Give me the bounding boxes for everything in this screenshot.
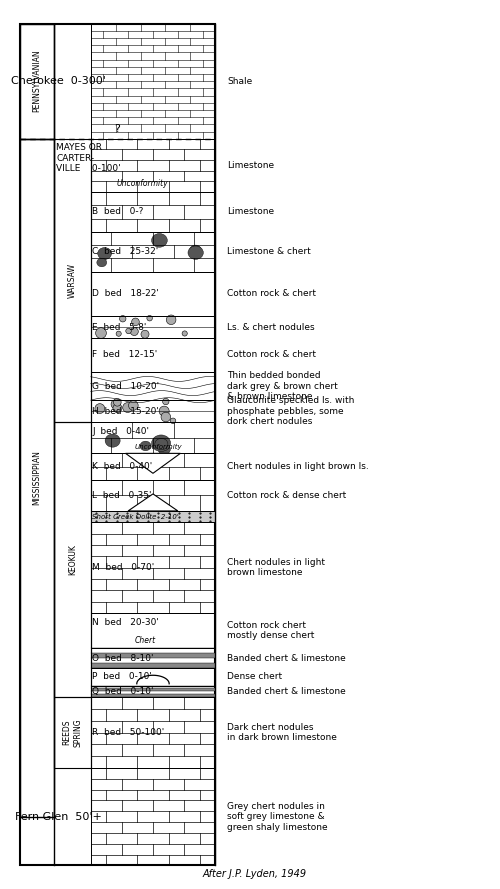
Text: Shale: Shale xyxy=(228,76,252,85)
Bar xyxy=(54,697,90,768)
Text: PENNSYLVANIAN: PENNSYLVANIAN xyxy=(32,50,42,113)
Text: Chert nodules in light brown ls.: Chert nodules in light brown ls. xyxy=(228,462,369,471)
Ellipse shape xyxy=(120,316,126,322)
Ellipse shape xyxy=(132,318,140,325)
Text: H  bed   15-20': H bed 15-20' xyxy=(92,407,159,416)
Text: Chert: Chert xyxy=(134,636,156,645)
Ellipse shape xyxy=(98,247,112,260)
Text: Banded chert & limestone: Banded chert & limestone xyxy=(228,687,346,696)
Text: Cotton rock & chert: Cotton rock & chert xyxy=(228,350,316,359)
Ellipse shape xyxy=(122,403,132,412)
Ellipse shape xyxy=(190,245,202,255)
Ellipse shape xyxy=(97,258,106,267)
Ellipse shape xyxy=(159,406,169,416)
Text: Dark chert nodules
in dark brown limestone: Dark chert nodules in dark brown limesto… xyxy=(228,723,338,742)
Text: Cotton rock chert
mostly dense chert: Cotton rock chert mostly dense chert xyxy=(228,621,315,640)
Ellipse shape xyxy=(114,398,121,406)
Text: Limestone: Limestone xyxy=(228,207,274,216)
Text: M  bed   0-70': M bed 0-70' xyxy=(92,564,154,573)
Ellipse shape xyxy=(155,438,168,450)
Ellipse shape xyxy=(170,418,176,423)
Text: KEOKUK: KEOKUK xyxy=(68,544,77,575)
Text: Ls. & chert nodules: Ls. & chert nodules xyxy=(228,323,315,332)
Text: C  bed   25-32': C bed 25-32' xyxy=(92,247,158,256)
Text: Glauconite speckled ls. with
phosphate pebbles, some
dork chert nodules: Glauconite speckled ls. with phosphate p… xyxy=(228,396,355,426)
Text: REEDS
SPRING: REEDS SPRING xyxy=(62,718,82,747)
Ellipse shape xyxy=(116,331,121,336)
Ellipse shape xyxy=(140,441,151,451)
Text: WARSAW: WARSAW xyxy=(68,263,77,298)
Text: Cotton rock & dense chert: Cotton rock & dense chert xyxy=(228,491,346,500)
Ellipse shape xyxy=(162,398,169,404)
Ellipse shape xyxy=(95,404,105,413)
Text: L  bed   0-35': L bed 0-35' xyxy=(92,491,152,500)
Ellipse shape xyxy=(152,435,171,452)
Ellipse shape xyxy=(158,444,170,454)
Ellipse shape xyxy=(96,328,106,339)
Bar xyxy=(90,511,216,523)
Text: Banded chert & limestone: Banded chert & limestone xyxy=(228,653,346,662)
Text: Fern Glen  50'+: Fern Glen 50'+ xyxy=(16,812,102,821)
Ellipse shape xyxy=(161,412,170,421)
Bar xyxy=(54,139,90,422)
Bar xyxy=(90,653,216,658)
Ellipse shape xyxy=(147,316,152,321)
Text: G  bed   10-20': G bed 10-20' xyxy=(92,381,160,390)
Ellipse shape xyxy=(152,234,168,247)
Text: Cherokee  0-300': Cherokee 0-300' xyxy=(12,76,106,86)
Text: Unconformity: Unconformity xyxy=(134,444,182,450)
Ellipse shape xyxy=(113,404,122,412)
Text: B  bed   0-?: B bed 0-? xyxy=(92,207,144,216)
Text: Limestone & chert: Limestone & chert xyxy=(228,247,311,256)
Text: Grey chert nodules in
soft grey limestone &
green shaly limestone: Grey chert nodules in soft grey limeston… xyxy=(228,802,328,831)
Ellipse shape xyxy=(188,246,204,260)
Ellipse shape xyxy=(166,315,176,324)
Text: Cotton rock & chert: Cotton rock & chert xyxy=(228,289,316,299)
Polygon shape xyxy=(126,453,180,473)
Bar xyxy=(20,23,216,866)
Text: R  bed   50-100': R bed 50-100' xyxy=(92,728,164,737)
Text: Q  bed   0-10': Q bed 0-10' xyxy=(92,687,154,696)
Text: O  bed   8-10': O bed 8-10' xyxy=(92,653,154,662)
Text: J  bed   0-40': J bed 0-40' xyxy=(92,427,149,436)
Bar xyxy=(90,688,216,692)
Bar xyxy=(90,663,216,668)
Bar xyxy=(54,422,90,697)
Text: ?: ? xyxy=(114,124,120,134)
Ellipse shape xyxy=(111,400,120,409)
Text: F  bed   12-15': F bed 12-15' xyxy=(92,350,158,359)
Text: Thin bedded bonded
dark grey & brown chert
& brown limestone: Thin bedded bonded dark grey & brown che… xyxy=(228,371,338,401)
Ellipse shape xyxy=(141,330,149,338)
Ellipse shape xyxy=(105,434,120,447)
Text: Unconformity: Unconformity xyxy=(116,180,168,188)
Ellipse shape xyxy=(182,331,188,336)
Text: N  bed   20-30': N bed 20-30' xyxy=(92,619,159,628)
Polygon shape xyxy=(128,494,178,511)
Text: MAYES OR
CARTER-
VILLE    0-100': MAYES OR CARTER- VILLE 0-100' xyxy=(56,143,121,173)
Text: Short Creek Oolite  2-10': Short Creek Oolite 2-10' xyxy=(92,514,179,520)
Bar xyxy=(90,694,216,697)
Ellipse shape xyxy=(126,328,132,333)
Text: Dense chert: Dense chert xyxy=(228,672,282,681)
Ellipse shape xyxy=(130,327,138,335)
Text: K  bed   0-40': K bed 0-40' xyxy=(92,462,152,471)
Text: Limestone: Limestone xyxy=(228,161,274,170)
Ellipse shape xyxy=(128,401,138,411)
Text: Chert nodules in light
brown limestone: Chert nodules in light brown limestone xyxy=(228,558,326,577)
Text: MISSISSIPPIAN: MISSISSIPPIAN xyxy=(32,451,42,505)
Text: D  bed   18-22': D bed 18-22' xyxy=(92,289,159,299)
Text: After J.P. Lyden, 1949: After J.P. Lyden, 1949 xyxy=(202,869,306,878)
Text: P  bed   0-10': P bed 0-10' xyxy=(92,672,152,681)
Text: E  bed   5-8': E bed 5-8' xyxy=(92,323,146,332)
